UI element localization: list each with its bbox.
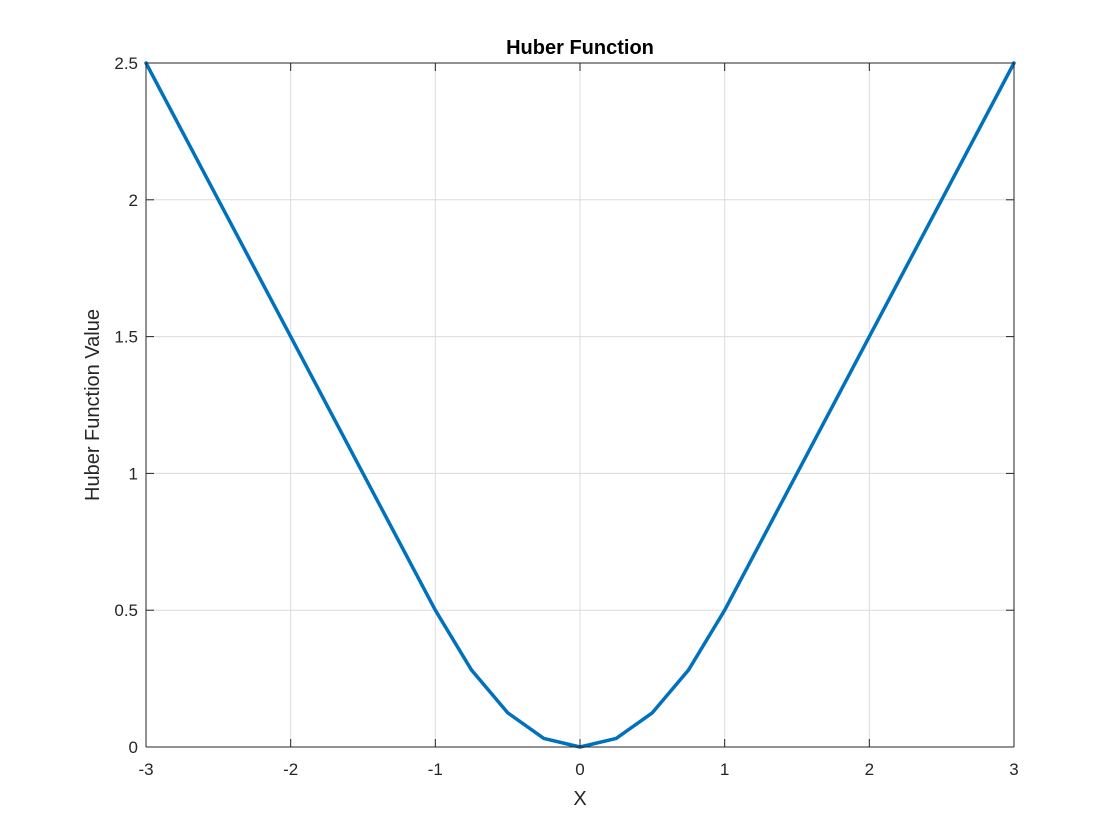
x-axis-label: X — [573, 788, 586, 810]
x-tick-label-0: -3 — [138, 760, 153, 779]
x-tick-labels: -3 -2 -1 0 1 2 3 — [138, 760, 1018, 779]
chart-title: Huber Function — [506, 37, 654, 59]
y-tick-label-1: 0.5 — [114, 601, 138, 620]
x-tick-label-2: -1 — [428, 760, 443, 779]
y-tick-label-0: 0 — [129, 738, 138, 757]
y-tick-label-5: 2.5 — [114, 54, 138, 73]
x-tick-label-1: -2 — [283, 760, 298, 779]
y-tick-label-2: 1 — [129, 464, 138, 483]
tick-marks — [145, 62, 1015, 748]
x-tick-label-6: 3 — [1009, 760, 1018, 779]
y-tick-label-3: 1.5 — [114, 328, 138, 347]
y-tick-label-4: 2 — [129, 191, 138, 210]
y-tick-labels: 0 0.5 1 1.5 2 2.5 — [114, 54, 138, 757]
x-tick-label-3: 0 — [575, 760, 584, 779]
y-axis-label: Huber Function Value — [82, 309, 104, 501]
x-tick-label-5: 2 — [865, 760, 874, 779]
x-tick-label-4: 1 — [720, 760, 729, 779]
